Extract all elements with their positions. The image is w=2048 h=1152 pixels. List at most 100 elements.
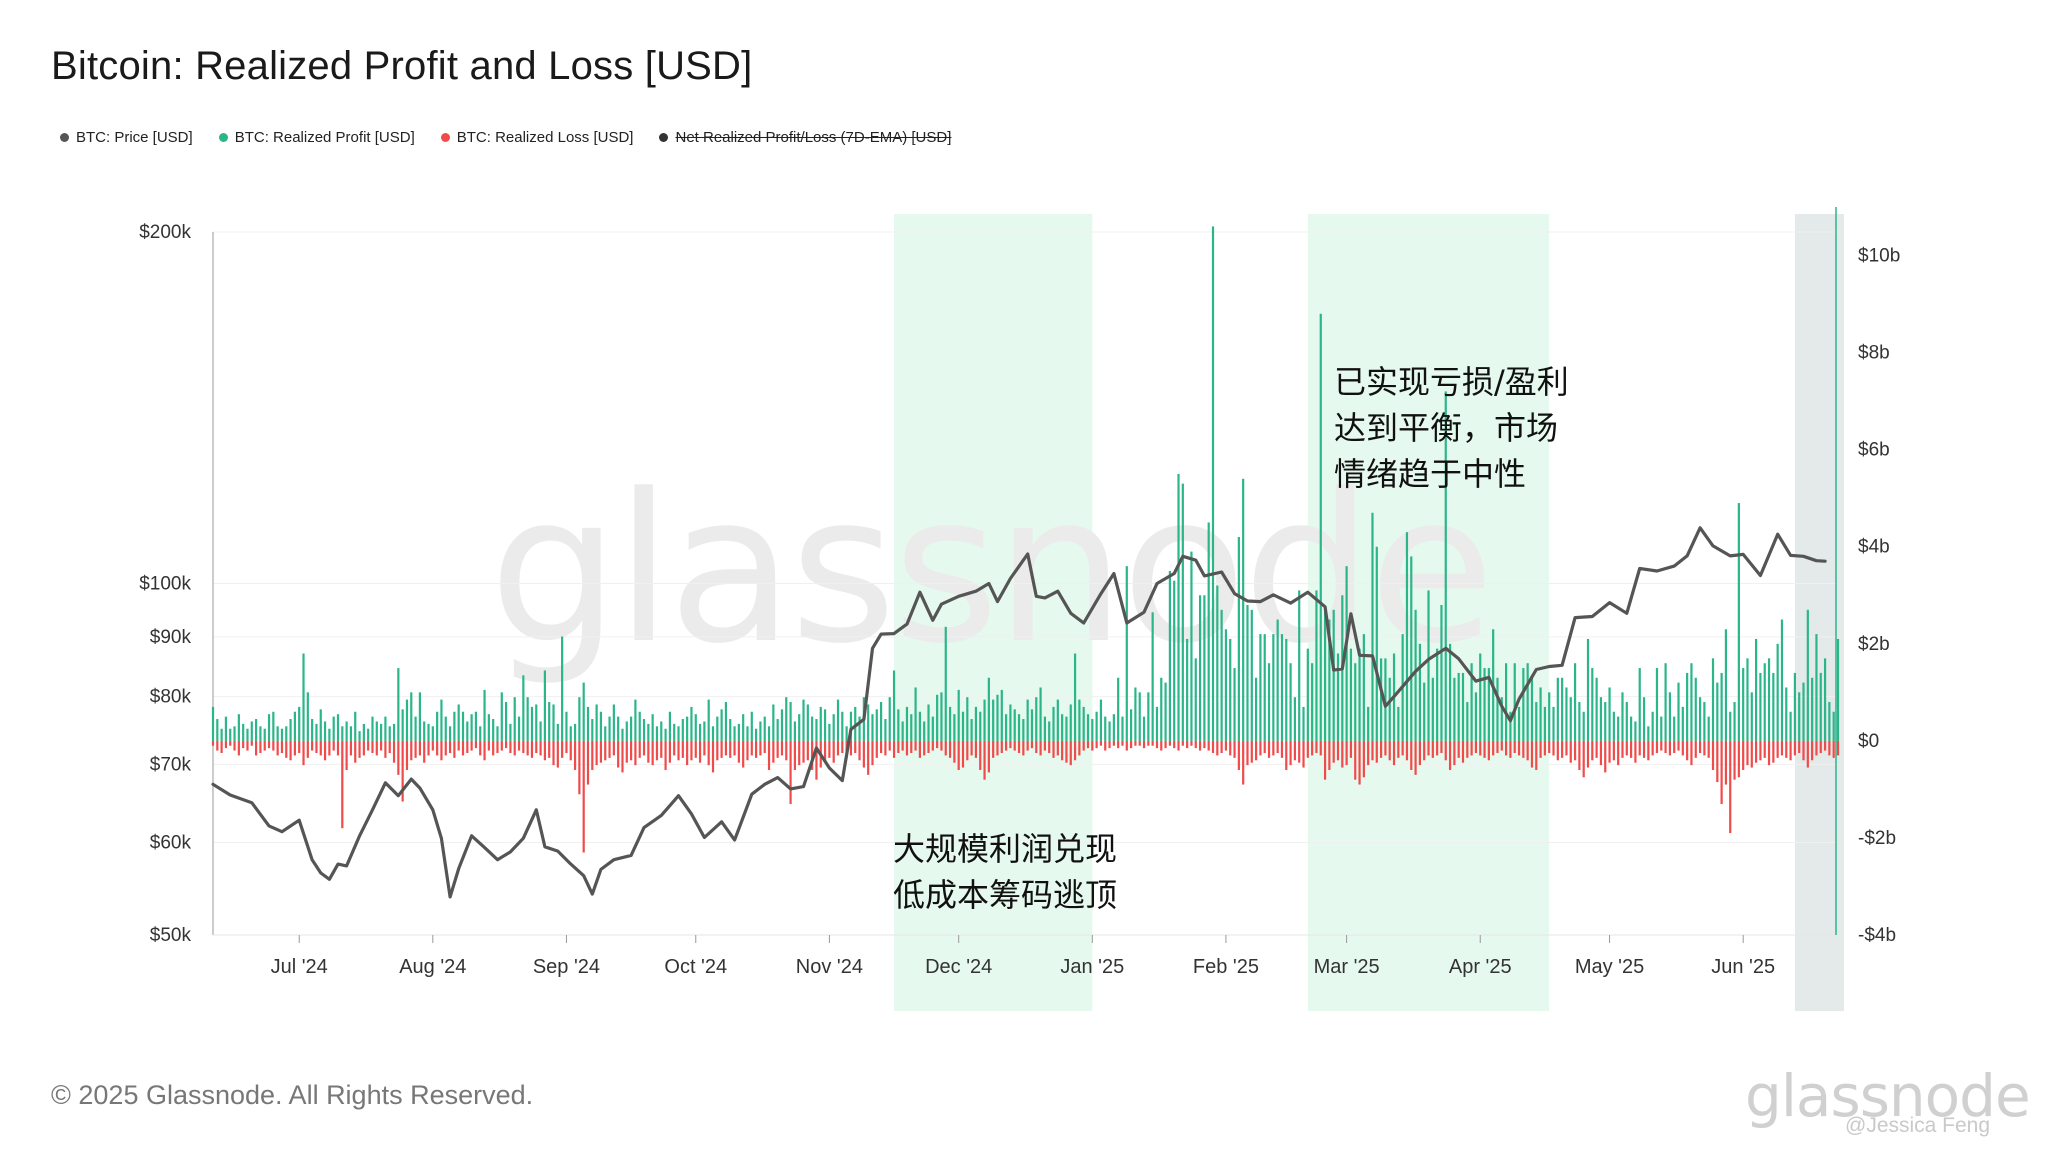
right-axis-tick-label: $0 [1858,731,1879,752]
loss-bar [1806,740,1809,768]
loss-bar [582,740,585,853]
loss-bar [565,740,568,753]
profit-bar [1354,663,1357,741]
loss-bar [250,740,253,746]
loss-bar [487,740,490,751]
loss-bar [552,740,555,766]
profit-bar [1186,638,1189,741]
profit-bar [367,728,370,741]
profit-bar [375,721,378,741]
profit-bar [1677,682,1680,741]
loss-bar [306,740,309,758]
loss-bar [535,740,538,753]
loss-bar [302,740,305,766]
profit-bar [302,653,305,741]
right-axis-tick-label: $10b [1858,246,1900,267]
profit-bar [1573,663,1577,741]
loss-bar [1349,740,1353,758]
profit-bar [1556,677,1559,741]
loss-bar [1668,740,1671,756]
profit-bar [1513,663,1516,741]
loss-bar [983,740,986,780]
left-axis-tick-label: $70k [150,754,192,775]
profit-bar [552,704,555,741]
loss-bar [1466,740,1469,758]
loss-bar [923,740,926,756]
loss-bar [1634,740,1637,763]
profit-bar [1651,711,1654,741]
loss-bar [1276,740,1279,753]
legend-item-realized-profit[interactable]: BTC: Realized Profit [USD] [218,129,415,146]
loss-bar [1151,740,1154,746]
loss-bar [897,740,900,753]
loss-bar [1405,740,1409,761]
profit-bar [918,711,921,741]
profit-bar [1293,697,1296,741]
loss-bar [1716,740,1719,783]
loss-bar [1694,740,1697,758]
profit-bar [690,706,693,741]
loss-bar [323,740,327,761]
profit-bar [1505,663,1508,741]
legend-item-price[interactable]: BTC: Price [USD] [60,129,193,146]
profit-bar [948,706,952,741]
loss-bar [750,740,753,756]
loss-bar [224,740,228,749]
loss-bar [1341,740,1344,768]
loss-bar [612,740,615,756]
loss-bar [1474,740,1478,753]
loss-bar [854,740,857,753]
profit-bar [1298,590,1301,741]
profit-bar [1237,537,1240,741]
legend: BTC: Price [USD] BTC: Realized Profit [U… [60,129,951,146]
loss-bar [1380,740,1383,758]
loss-bar [1263,740,1266,753]
loss-bar [979,740,982,770]
right-axis-tick-label: $6b [1858,440,1890,461]
profit-bar [1319,313,1322,741]
loss-bar [418,740,421,756]
loss-bar [595,740,598,766]
profit-bar [548,702,551,741]
profit-bar [849,711,853,741]
profit-bar [668,711,671,741]
loss-bar [1043,740,1046,751]
profit-bar [755,728,758,741]
loss-bar [1767,740,1771,766]
profit-bar [811,716,814,741]
profit-bar [573,723,577,741]
loss-bar [1569,740,1572,763]
legend-item-realized-loss[interactable]: BTC: Realized Loss [USD] [440,129,633,146]
profit-bar [453,711,456,741]
loss-bar [436,740,439,756]
loss-bar [599,740,603,763]
loss-bar [1255,740,1258,761]
profit-bar [1673,716,1676,741]
loss-bar [1293,740,1296,761]
loss-bar [242,740,245,749]
legend-dot-net-realized-pl [659,133,669,142]
loss-bar [677,740,680,761]
profit-bar [1112,714,1115,741]
profit-bar [1548,692,1551,741]
profit-bar [987,677,990,741]
profit-bar [819,706,822,741]
loss-bar [1397,740,1400,758]
profit-bar [1405,532,1409,741]
profit-bar [220,728,223,741]
loss-bar [1371,740,1374,761]
profit-bar [763,716,766,741]
profit-bar [487,714,490,741]
loss-bar [1065,740,1068,763]
loss-bar [1336,740,1340,761]
loss-bar [401,740,404,802]
profit-bar [724,702,728,741]
profit-bar [1220,609,1223,741]
loss-bar [384,740,387,758]
legend-item-net-realized-pl[interactable]: Net Realized Profit/Loss (7D-EMA) [USD] [659,129,951,146]
profit-bar [255,719,258,741]
loss-bar [1802,740,1805,761]
loss-bar [811,740,814,770]
profit-bar [1397,706,1400,741]
